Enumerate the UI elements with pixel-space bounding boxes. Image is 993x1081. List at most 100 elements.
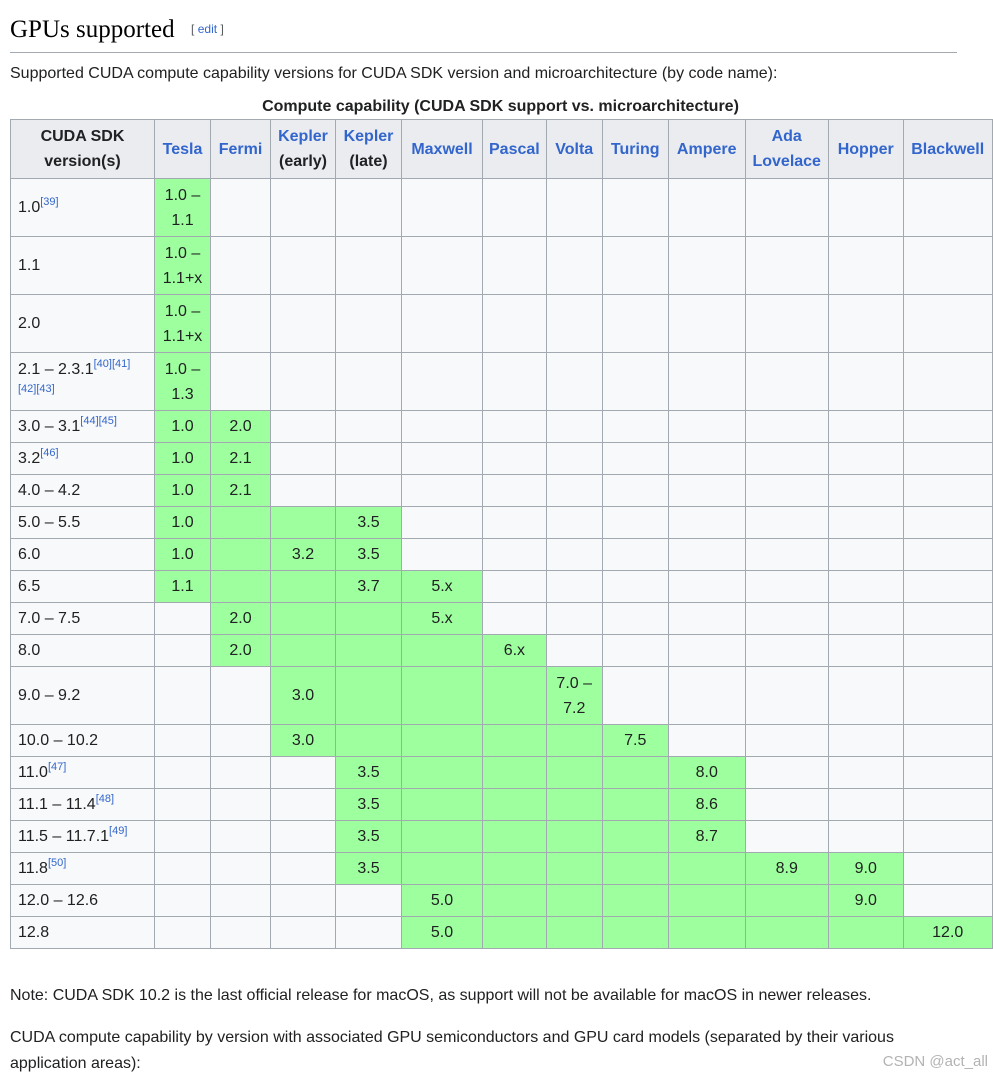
ampere-link[interactable]: Ampere bbox=[676, 140, 737, 158]
turing-link[interactable]: Turing bbox=[610, 140, 660, 158]
capability-cell bbox=[827, 474, 904, 507]
capability-cell bbox=[667, 506, 746, 539]
capability-cell: 3.5 bbox=[335, 788, 402, 821]
capability-cell bbox=[210, 236, 271, 295]
reference-link[interactable]: [44][45] bbox=[80, 415, 117, 427]
capability-cell: 7.0 – 7.2 bbox=[545, 666, 603, 725]
capability-cell bbox=[210, 756, 271, 789]
hopper-link[interactable]: Hopper bbox=[837, 140, 894, 158]
fermi-link[interactable]: Fermi bbox=[218, 140, 263, 158]
reference-link[interactable]: [40][41][42][43] bbox=[18, 357, 131, 395]
capability-cell: 3.0 bbox=[270, 724, 336, 757]
sdk-version-cell: 11.5 – 11.7.1[49] bbox=[10, 820, 155, 853]
table-row: 11.0[47] 3.5 8.0 bbox=[10, 756, 993, 789]
kepler-late-link[interactable]: Kepler bbox=[343, 128, 394, 145]
capability-cell bbox=[335, 352, 402, 411]
capability-cell bbox=[482, 538, 547, 571]
reference-link[interactable]: [49] bbox=[109, 825, 128, 837]
capability-cell bbox=[270, 756, 336, 789]
capability-cell bbox=[827, 442, 904, 475]
volta-link[interactable]: Volta bbox=[555, 140, 594, 158]
reference-link[interactable]: [47] bbox=[47, 761, 67, 773]
capability-cell: 2.1 bbox=[210, 474, 271, 507]
capability-cell bbox=[667, 724, 746, 757]
tesla-link[interactable]: Tesla bbox=[162, 140, 203, 158]
capability-cell bbox=[545, 884, 603, 917]
capability-cell: 2.0 bbox=[210, 634, 271, 667]
capability-cell bbox=[744, 634, 829, 667]
header-ampere: Ampere bbox=[667, 119, 746, 179]
capability-cell bbox=[270, 474, 336, 507]
sdk-version-cell: 6.5 bbox=[10, 570, 155, 603]
capability-cell: 2.1 bbox=[210, 442, 271, 475]
capability-cell bbox=[210, 724, 271, 757]
table-row: 3.0 – 3.1[44][45] 1.0 2.0 bbox=[10, 410, 993, 443]
capability-cell bbox=[270, 884, 336, 917]
header-kepler-early: Kepler (early) bbox=[270, 119, 336, 179]
capability-cell: 1.0 – 1.3 bbox=[154, 352, 211, 411]
ada-lovelace-link[interactable]: Ada Lovelace bbox=[752, 128, 821, 170]
capability-cell bbox=[667, 410, 746, 443]
kepler-early-link[interactable]: Kepler bbox=[278, 128, 328, 145]
capability-cell bbox=[667, 538, 746, 571]
capability-cell bbox=[545, 410, 603, 443]
capability-cell bbox=[401, 410, 483, 443]
capability-cell bbox=[545, 352, 603, 411]
capability-cell bbox=[210, 294, 271, 353]
capability-cell bbox=[744, 506, 829, 539]
capability-cell bbox=[154, 852, 211, 885]
capability-cell: 1.0 bbox=[154, 442, 211, 475]
capability-cell bbox=[401, 236, 483, 295]
capability-cell bbox=[270, 294, 336, 353]
capability-cell bbox=[401, 820, 483, 853]
capability-cell bbox=[482, 724, 547, 757]
capability-cell bbox=[482, 602, 547, 635]
capability-cell: 1.0 – 1.1+x bbox=[154, 236, 211, 295]
capability-cell bbox=[401, 506, 483, 539]
capability-cell bbox=[401, 724, 483, 757]
reference-link[interactable]: [48] bbox=[95, 793, 115, 805]
capability-cell bbox=[601, 820, 669, 853]
capability-cell bbox=[270, 820, 336, 853]
capability-cell bbox=[335, 916, 402, 949]
capability-cell bbox=[667, 352, 746, 411]
section-title: GPUs supported bbox=[10, 16, 175, 43]
capability-cell bbox=[545, 236, 603, 295]
capability-cell bbox=[335, 634, 402, 667]
reference-link[interactable]: [46] bbox=[40, 447, 59, 459]
capability-cell bbox=[545, 294, 603, 353]
table-row: 1.1 1.0 – 1.1+x bbox=[10, 236, 993, 295]
reference-link[interactable]: [50] bbox=[47, 857, 67, 869]
header-ada-lovelace: Ada Lovelace bbox=[744, 119, 829, 179]
capability-cell bbox=[545, 602, 603, 635]
capability-cell bbox=[210, 538, 271, 571]
capability-cell bbox=[270, 570, 336, 603]
blackwell-link[interactable]: Blackwell bbox=[911, 140, 985, 158]
maxwell-link[interactable]: Maxwell bbox=[411, 140, 473, 158]
sdk-version-cell: 2.0 bbox=[10, 294, 155, 353]
capability-cell: 3.5 bbox=[335, 756, 402, 789]
pascal-link[interactable]: Pascal bbox=[489, 140, 540, 158]
capability-cell bbox=[482, 442, 547, 475]
sdk-version-cell: 1.1 bbox=[10, 236, 155, 295]
capability-cell bbox=[545, 178, 603, 237]
sdk-version-cell: 9.0 – 9.2 bbox=[10, 666, 155, 725]
table-row: 4.0 – 4.2 1.0 2.1 bbox=[10, 474, 993, 507]
capability-cell bbox=[744, 442, 829, 475]
capability-cell: 2.0 bbox=[210, 602, 271, 635]
sdk-version-cell: 6.0 bbox=[10, 538, 155, 571]
capability-cell bbox=[401, 634, 483, 667]
reference-link[interactable]: [39] bbox=[40, 196, 59, 208]
capability-cell bbox=[210, 506, 271, 539]
capability-cell: 9.0 bbox=[827, 852, 904, 885]
capability-cell bbox=[210, 352, 271, 411]
capability-cell bbox=[482, 852, 547, 885]
header-hopper: Hopper bbox=[827, 119, 904, 179]
capability-cell bbox=[827, 178, 904, 237]
header-fermi: Fermi bbox=[210, 119, 271, 179]
sdk-version-cell: 12.0 – 12.6 bbox=[10, 884, 155, 917]
capability-cell bbox=[827, 724, 904, 757]
capability-cell bbox=[902, 756, 993, 789]
edit-link[interactable]: edit bbox=[197, 22, 218, 36]
section-heading: GPUs supported [ edit ] bbox=[10, 12, 957, 53]
